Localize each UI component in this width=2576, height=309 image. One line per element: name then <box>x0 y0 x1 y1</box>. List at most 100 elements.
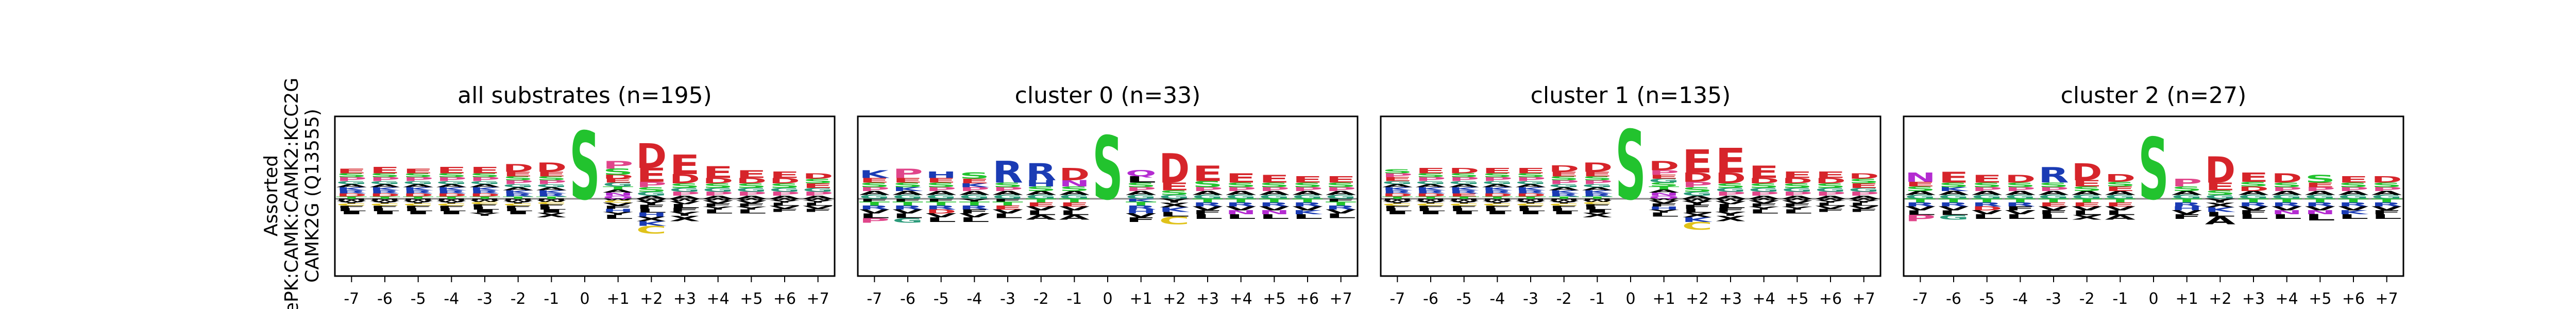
logo-letter-V: V <box>926 212 957 218</box>
logo-letter-W: W <box>1515 200 1546 202</box>
logo-letter-L: L <box>1026 209 1056 216</box>
logo-letter-S: S <box>1226 181 1256 188</box>
logo-letter-P: P <box>1905 213 1936 223</box>
logo-letter-C: C <box>536 201 567 205</box>
logo-letter-G: G <box>2338 194 2368 200</box>
logo-letter-L: L <box>636 208 667 214</box>
logo-letter-G: G <box>736 187 767 193</box>
x-tick-label: +3 <box>1719 290 1742 308</box>
logo-letter-G: G <box>2371 194 2402 200</box>
logo-letter-K: K <box>336 186 367 192</box>
logo-letter-P: P <box>1582 179 1613 185</box>
x-tick-label: -1 <box>1066 290 1082 308</box>
logo-letter-Y: Y <box>1848 200 1879 203</box>
logo-letter-E: E <box>1292 175 1323 184</box>
logo-letter-A: A <box>2005 190 2036 196</box>
logo-letter-G: G <box>403 180 433 185</box>
logo-letter-K: K <box>1938 186 1969 193</box>
logo-letter-V: V <box>2338 205 2369 212</box>
logo-letter-T: T <box>369 196 400 199</box>
logo-letter-Y: Y <box>402 201 434 204</box>
logo-letter-P: P <box>2272 186 2302 192</box>
logo-letter-V: V <box>1715 200 1746 205</box>
logo-letter-A: A <box>859 190 890 196</box>
x-tick-label: +7 <box>807 290 829 308</box>
logo-letter-E: E <box>1549 170 1579 178</box>
logo-letter-S: S <box>2305 173 2335 185</box>
logo-letter-V: V <box>2172 209 2202 215</box>
logo-letter-A: A <box>736 195 767 200</box>
x-tick-label: -5 <box>1456 290 1472 308</box>
logo-letter-S: S <box>1449 172 1479 178</box>
logo-letter-P: P <box>2038 186 2069 192</box>
logo-letter-I: I <box>1449 210 1479 215</box>
logo-letter-H: H <box>2172 205 2202 212</box>
logo-letter-L: L <box>1415 207 1446 212</box>
logo-letter-R: R <box>1549 193 1579 198</box>
logo-letter-P: P <box>1192 186 1223 192</box>
logo-letter-S: S <box>1905 185 1936 193</box>
logo-letter-L: L <box>2105 209 2136 216</box>
logo-letter-T: T <box>1415 196 1446 199</box>
logo-letter-E: E <box>2038 201 2069 208</box>
logo-letter-T: T <box>992 201 1023 207</box>
logo-letter-C: C <box>436 203 467 207</box>
logo-letter-L: L <box>959 216 990 224</box>
logo-letter-Y: Y <box>336 201 367 204</box>
logo-letter-W: W <box>369 200 400 202</box>
logo-letter-M: M <box>336 198 367 201</box>
logo-letter-P: P <box>1649 169 1679 176</box>
logo-letter-A: A <box>803 195 834 200</box>
logo-letter-F: F <box>1682 204 1713 210</box>
logo-letter-T: T <box>892 201 923 207</box>
logo-letter-K: K <box>1549 190 1580 195</box>
logo-letter-D: D <box>769 177 800 185</box>
logo-letter-G: G <box>2205 194 2235 200</box>
logo-letter-L: L <box>2005 213 2036 220</box>
x-tick-label: 0 <box>1103 290 1112 308</box>
logo-letter-E: E <box>703 163 734 182</box>
logo-letter-L: L <box>1259 213 1290 220</box>
logo-letter-T: T <box>336 196 367 199</box>
logo-letter-E: E <box>1059 201 1090 208</box>
logo-letter-S: S <box>2371 181 2402 188</box>
logo-letter-X: X <box>1682 212 1713 219</box>
logo-letter-P: P <box>636 180 667 189</box>
logo-letter-I: I <box>1382 210 1413 215</box>
x-tick-label: -3 <box>1523 290 1538 308</box>
logo-letter-R: R <box>1259 201 1290 208</box>
logo-letter-P: P <box>2005 186 2036 192</box>
logo-letter-A: A <box>2338 190 2369 196</box>
x-tick-label: +6 <box>1819 290 1842 308</box>
x-tick-label: +4 <box>1753 290 1775 308</box>
logo-letter-M: M <box>503 198 533 201</box>
logo-letter-D: D <box>536 160 567 175</box>
logo-letter-L: L <box>2272 213 2302 220</box>
logo-letter-F: F <box>703 202 733 208</box>
logo-letter-X: X <box>2072 214 2103 221</box>
logo-letter-R: R <box>2038 163 2069 188</box>
logo-letter-D: D <box>1059 165 1090 184</box>
logo-letter-M: M <box>1515 198 1546 201</box>
x-tick-label: -4 <box>444 290 459 308</box>
logo-letter-A: A <box>1026 214 1057 221</box>
logo-letter-A: A <box>1449 183 1480 188</box>
logo-letter-A: A <box>926 190 957 196</box>
logo-letter-S: S <box>2272 181 2302 188</box>
logo-letter-R: R <box>1192 201 1223 208</box>
x-tick-label: -3 <box>1000 290 1015 308</box>
logo-letter-C: C <box>1159 214 1190 227</box>
logo-letter-V: V <box>2272 205 2302 212</box>
logo-letter-G: G <box>1715 187 1745 193</box>
logo-letter-D: D <box>1382 193 1413 198</box>
logo-letter-S: S <box>1715 182 1745 190</box>
logo-letter-G: G <box>669 187 700 193</box>
logo-letter-R: R <box>2172 201 2202 208</box>
logo-letter-F: F <box>769 208 800 213</box>
logo-letter-S: S <box>2205 189 2235 196</box>
logo-letter-S: S <box>403 172 433 178</box>
logo-letter-W: W <box>1715 198 1745 202</box>
logo-letter-K: K <box>1126 198 1157 203</box>
axes-frame <box>1380 115 1882 277</box>
